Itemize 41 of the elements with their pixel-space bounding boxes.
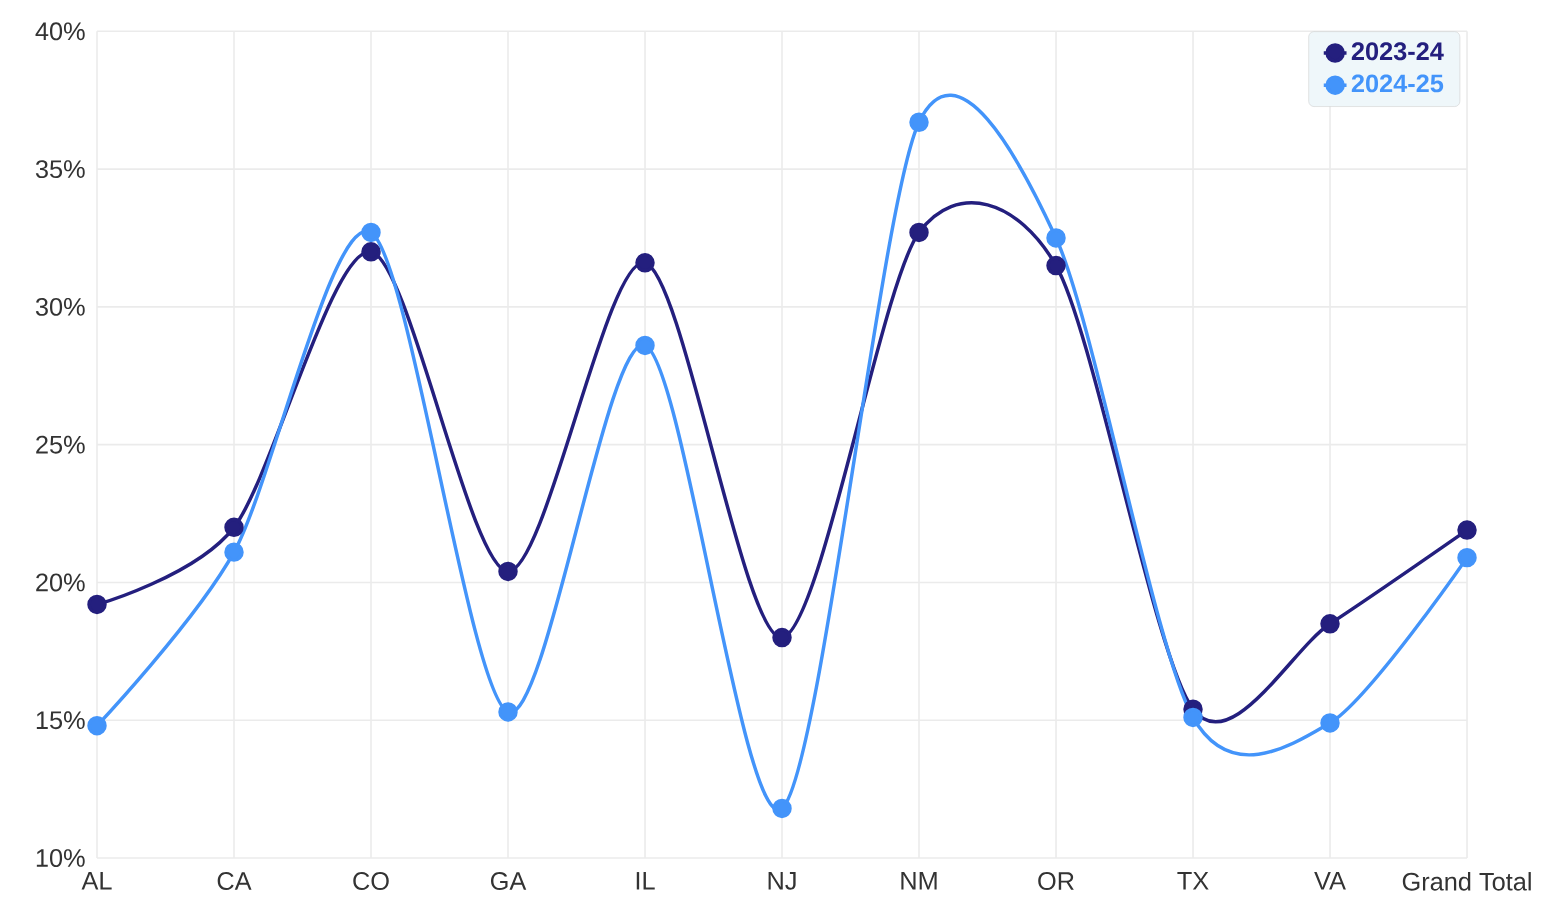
- x-tick-label: AL: [81, 872, 112, 890]
- point: [1046, 228, 1066, 248]
- x-tick-label: NJ: [768, 872, 796, 890]
- point: [361, 222, 381, 243]
- point: [224, 542, 244, 562]
- point: [635, 335, 655, 356]
- x-tick-label: GA: [490, 872, 527, 890]
- point: [1457, 547, 1477, 568]
- x-tick-label: IL: [636, 872, 655, 890]
- point: [772, 798, 792, 819]
- legend-label: 2023-24: [1351, 42, 1444, 61]
- y-tick-label: 15%: [36, 711, 85, 730]
- x-tick-label: Grand Total: [1402, 872, 1531, 891]
- point: [1320, 614, 1340, 634]
- y-tick-label: 25%: [36, 435, 85, 454]
- point: [87, 715, 107, 736]
- point: [772, 627, 792, 648]
- x-tick-label: TX: [1177, 872, 1209, 890]
- x-tick-label: CO: [353, 872, 389, 890]
- point: [1183, 707, 1203, 728]
- x-tick-label: CA: [217, 872, 252, 890]
- point: [498, 702, 518, 722]
- point: [498, 561, 518, 582]
- point: [1320, 713, 1340, 733]
- point: [909, 112, 929, 132]
- point: [635, 253, 655, 273]
- y-tick-label: 40%: [35, 22, 85, 41]
- y-tick-label: 10%: [36, 849, 85, 867]
- point: [361, 242, 381, 262]
- x-tick-label: OR: [1038, 872, 1074, 890]
- point: [224, 517, 244, 538]
- point: [1046, 255, 1066, 276]
- y-tick-label: 30%: [35, 297, 85, 316]
- point: [1457, 520, 1477, 540]
- y-tick-label: 20%: [36, 573, 85, 592]
- x-tick-label: VA: [1314, 872, 1346, 890]
- x-tick-label: NM: [901, 872, 937, 890]
- point: [87, 594, 107, 615]
- point: [909, 222, 929, 243]
- legend-label: 2024-25: [1351, 74, 1444, 93]
- y-tick-label: 35%: [35, 160, 85, 179]
